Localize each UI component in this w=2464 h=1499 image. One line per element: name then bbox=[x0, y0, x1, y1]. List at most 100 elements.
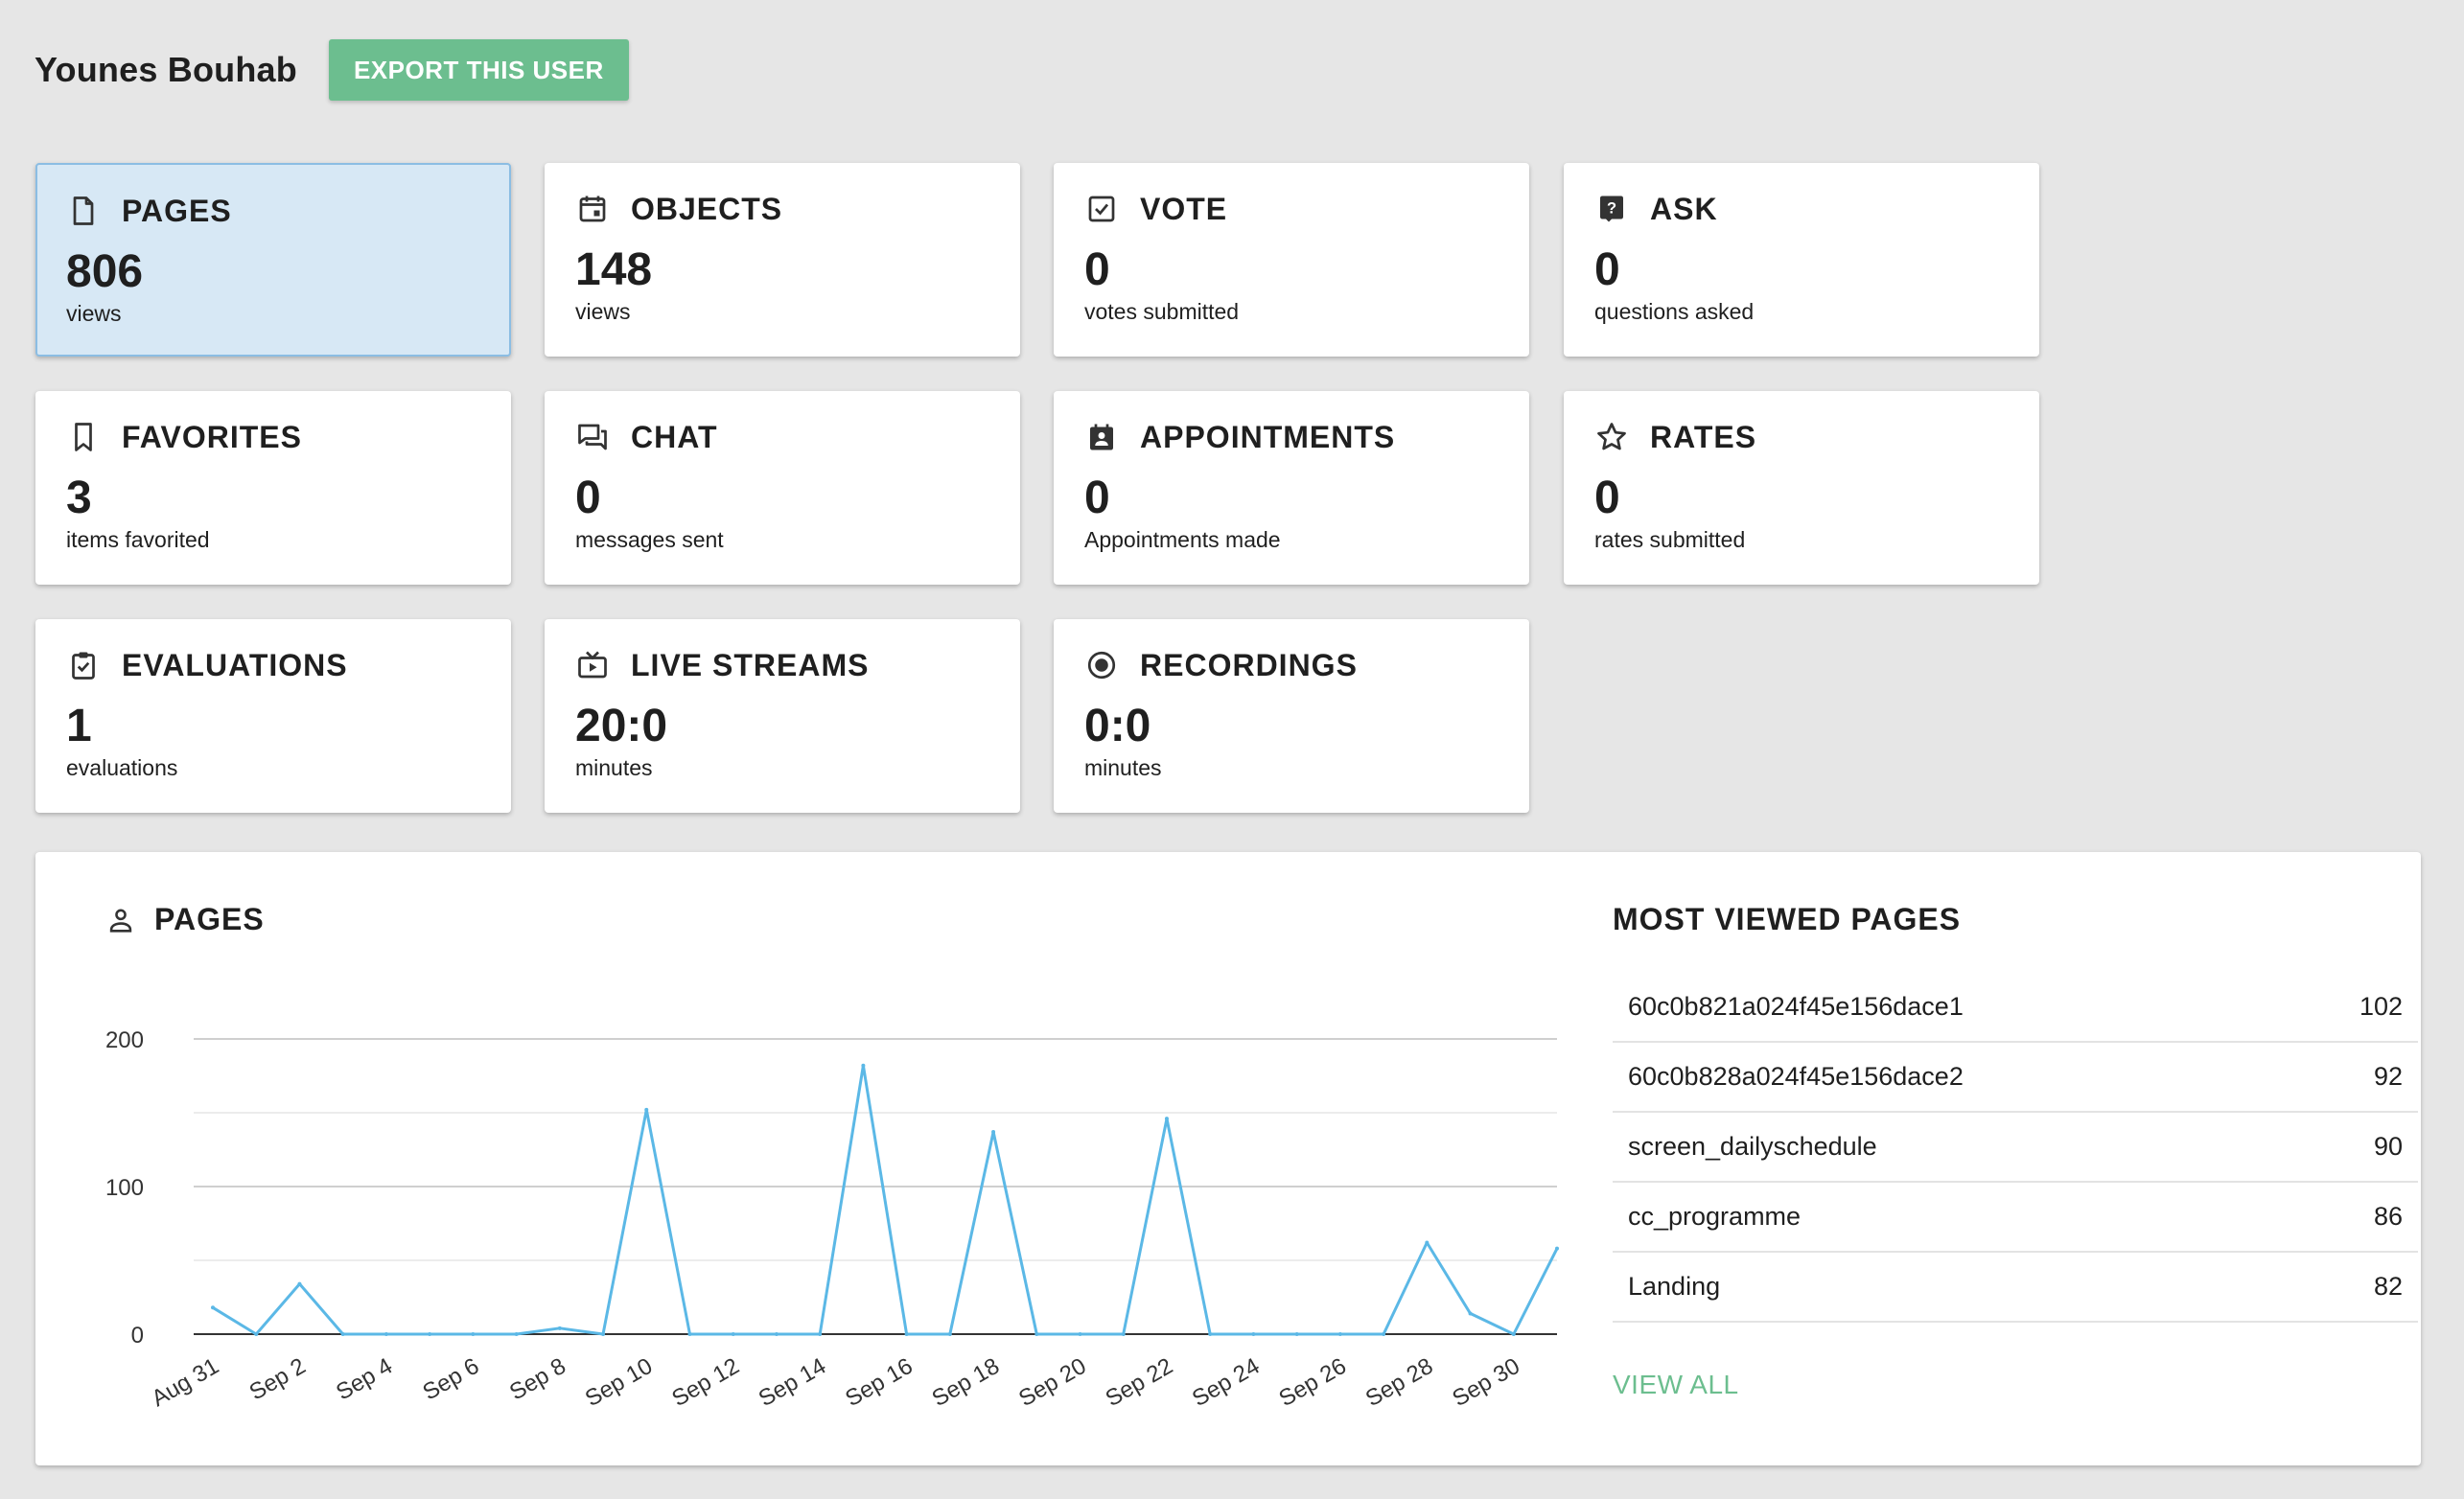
page-header: Younes Bouhab EXPORT THIS USER bbox=[35, 39, 629, 101]
view-count: 90 bbox=[2373, 1132, 2403, 1161]
page-name: cc_programme bbox=[1628, 1202, 1802, 1231]
card-header: OBJECTS bbox=[575, 190, 989, 228]
card-header: FAVORITES bbox=[66, 418, 480, 456]
stat-card-rates[interactable]: RATES 0 rates submitted bbox=[1564, 391, 2039, 585]
card-subtitle: views bbox=[66, 301, 122, 326]
card-value: 0:0 bbox=[1084, 701, 1151, 751]
series-line bbox=[212, 1064, 1559, 1336]
stat-card-pages[interactable]: PAGES 806 views bbox=[35, 163, 511, 357]
data-point bbox=[384, 1332, 388, 1336]
card-header: CHAT bbox=[575, 418, 989, 456]
data-point bbox=[514, 1332, 519, 1336]
data-point bbox=[1121, 1332, 1126, 1336]
chart-header: PAGES bbox=[105, 902, 265, 937]
card-title: OBJECTS bbox=[631, 191, 783, 226]
card-header: RATES bbox=[1594, 418, 2009, 456]
stat-card-ask[interactable]: ? ASK 0 questions asked bbox=[1564, 163, 2039, 357]
data-point bbox=[1425, 1240, 1430, 1245]
most-viewed-title: MOST VIEWED PAGES bbox=[1613, 902, 1962, 936]
stat-card-appointments[interactable]: APPOINTMENTS 0 Appointments made bbox=[1054, 391, 1529, 585]
x-tick-label: Sep 10 bbox=[581, 1353, 657, 1412]
bookmark-icon bbox=[75, 423, 92, 451]
data-point bbox=[1511, 1332, 1516, 1336]
card-header: LIVE STREAMS bbox=[575, 646, 989, 684]
x-tick-label: Sep 26 bbox=[1274, 1353, 1350, 1412]
data-point bbox=[1468, 1311, 1473, 1316]
card-title: APPOINTMENTS bbox=[1140, 419, 1396, 454]
x-tick-label: Sep 22 bbox=[1102, 1353, 1177, 1412]
data-point bbox=[297, 1281, 302, 1286]
stat-card-objects[interactable]: OBJECTS 148 views bbox=[545, 163, 1020, 357]
data-point bbox=[557, 1326, 562, 1330]
data-point bbox=[1208, 1332, 1213, 1336]
x-tick-label: Sep 30 bbox=[1448, 1353, 1523, 1412]
data-point bbox=[774, 1332, 779, 1336]
user-name: Younes Bouhab bbox=[35, 50, 297, 89]
x-tick-label: Sep 8 bbox=[505, 1353, 570, 1406]
page-name: screen_dailyschedule bbox=[1628, 1132, 1877, 1161]
data-point bbox=[1337, 1332, 1342, 1336]
contact-calendar-icon bbox=[1090, 424, 1113, 450]
export-user-button[interactable]: EXPORT THIS USER bbox=[328, 39, 629, 101]
data-point bbox=[1251, 1332, 1256, 1336]
stat-card-chat[interactable]: CHAT 0 messages sent bbox=[545, 391, 1020, 585]
data-point bbox=[861, 1063, 866, 1068]
record-icon bbox=[1087, 651, 1116, 680]
person-icon bbox=[109, 909, 132, 933]
card-subtitle: minutes bbox=[575, 755, 653, 780]
card-value: 0 bbox=[1594, 244, 1620, 295]
stat-card-recordings[interactable]: RECORDINGS 0:0 minutes bbox=[1054, 619, 1529, 813]
y-tick-label: 200 bbox=[105, 1027, 144, 1053]
card-header: RECORDINGS bbox=[1084, 646, 1499, 684]
page-icon bbox=[73, 196, 94, 225]
view-count: 102 bbox=[2359, 992, 2403, 1021]
card-title: ASK bbox=[1650, 191, 1718, 226]
clipboard-check-icon bbox=[72, 652, 95, 680]
checkbox-icon bbox=[1088, 196, 1115, 222]
stat-card-evaluations[interactable]: EVALUATIONS 1 evaluations bbox=[35, 619, 511, 813]
most-viewed-row[interactable]: Landing 82 bbox=[1613, 1253, 2418, 1323]
data-point bbox=[471, 1332, 476, 1336]
x-tick-label: Sep 28 bbox=[1361, 1353, 1437, 1412]
card-title: RATES bbox=[1650, 419, 1757, 454]
card-value: 148 bbox=[575, 244, 653, 295]
x-tick-label: Aug 31 bbox=[148, 1353, 223, 1412]
data-point bbox=[904, 1332, 909, 1336]
x-tick-label: Sep 4 bbox=[332, 1353, 397, 1406]
card-header: ? ASK bbox=[1594, 190, 2009, 228]
card-value: 20:0 bbox=[575, 701, 668, 751]
stat-card-favorites[interactable]: FAVORITES 3 items favorited bbox=[35, 391, 511, 585]
page-name: 60c0b821a024f45e156dace1 bbox=[1628, 992, 1964, 1021]
y-tick-label: 100 bbox=[105, 1175, 144, 1201]
calendar-icon bbox=[579, 196, 606, 222]
card-subtitle: evaluations bbox=[66, 755, 178, 780]
x-tick-label: Sep 6 bbox=[419, 1353, 484, 1406]
data-point bbox=[340, 1332, 345, 1336]
view-all-link[interactable]: VIEW ALL bbox=[1613, 1370, 1739, 1399]
data-point bbox=[731, 1332, 735, 1336]
card-value: 0 bbox=[1084, 244, 1110, 295]
x-tick-label: Sep 14 bbox=[755, 1353, 830, 1412]
stat-card-vote[interactable]: VOTE 0 votes submitted bbox=[1054, 163, 1529, 357]
most-viewed-row[interactable]: screen_dailyschedule 90 bbox=[1613, 1113, 2418, 1183]
data-point bbox=[254, 1332, 259, 1336]
stat-card-live-streams[interactable]: LIVE STREAMS 20:0 minutes bbox=[545, 619, 1020, 813]
data-point bbox=[601, 1332, 606, 1336]
card-title: VOTE bbox=[1140, 191, 1228, 226]
data-point bbox=[1555, 1246, 1559, 1251]
data-point bbox=[1164, 1117, 1169, 1121]
svg-text:?: ? bbox=[1607, 200, 1616, 218]
card-header: EVALUATIONS bbox=[66, 646, 480, 684]
view-count: 86 bbox=[2373, 1202, 2403, 1231]
most-viewed-row[interactable]: 60c0b828a024f45e156dace2 92 bbox=[1613, 1043, 2418, 1113]
x-tick-label: Sep 12 bbox=[667, 1353, 743, 1412]
card-subtitle: views bbox=[575, 299, 631, 324]
chart-title: PAGES bbox=[154, 902, 265, 936]
card-subtitle: questions asked bbox=[1594, 299, 1755, 324]
star-icon bbox=[1597, 423, 1626, 450]
most-viewed-row[interactable]: cc_programme 86 bbox=[1613, 1183, 2418, 1253]
data-point bbox=[1382, 1332, 1386, 1336]
most-viewed-row[interactable]: 60c0b821a024f45e156dace1 102 bbox=[1613, 973, 2418, 1043]
